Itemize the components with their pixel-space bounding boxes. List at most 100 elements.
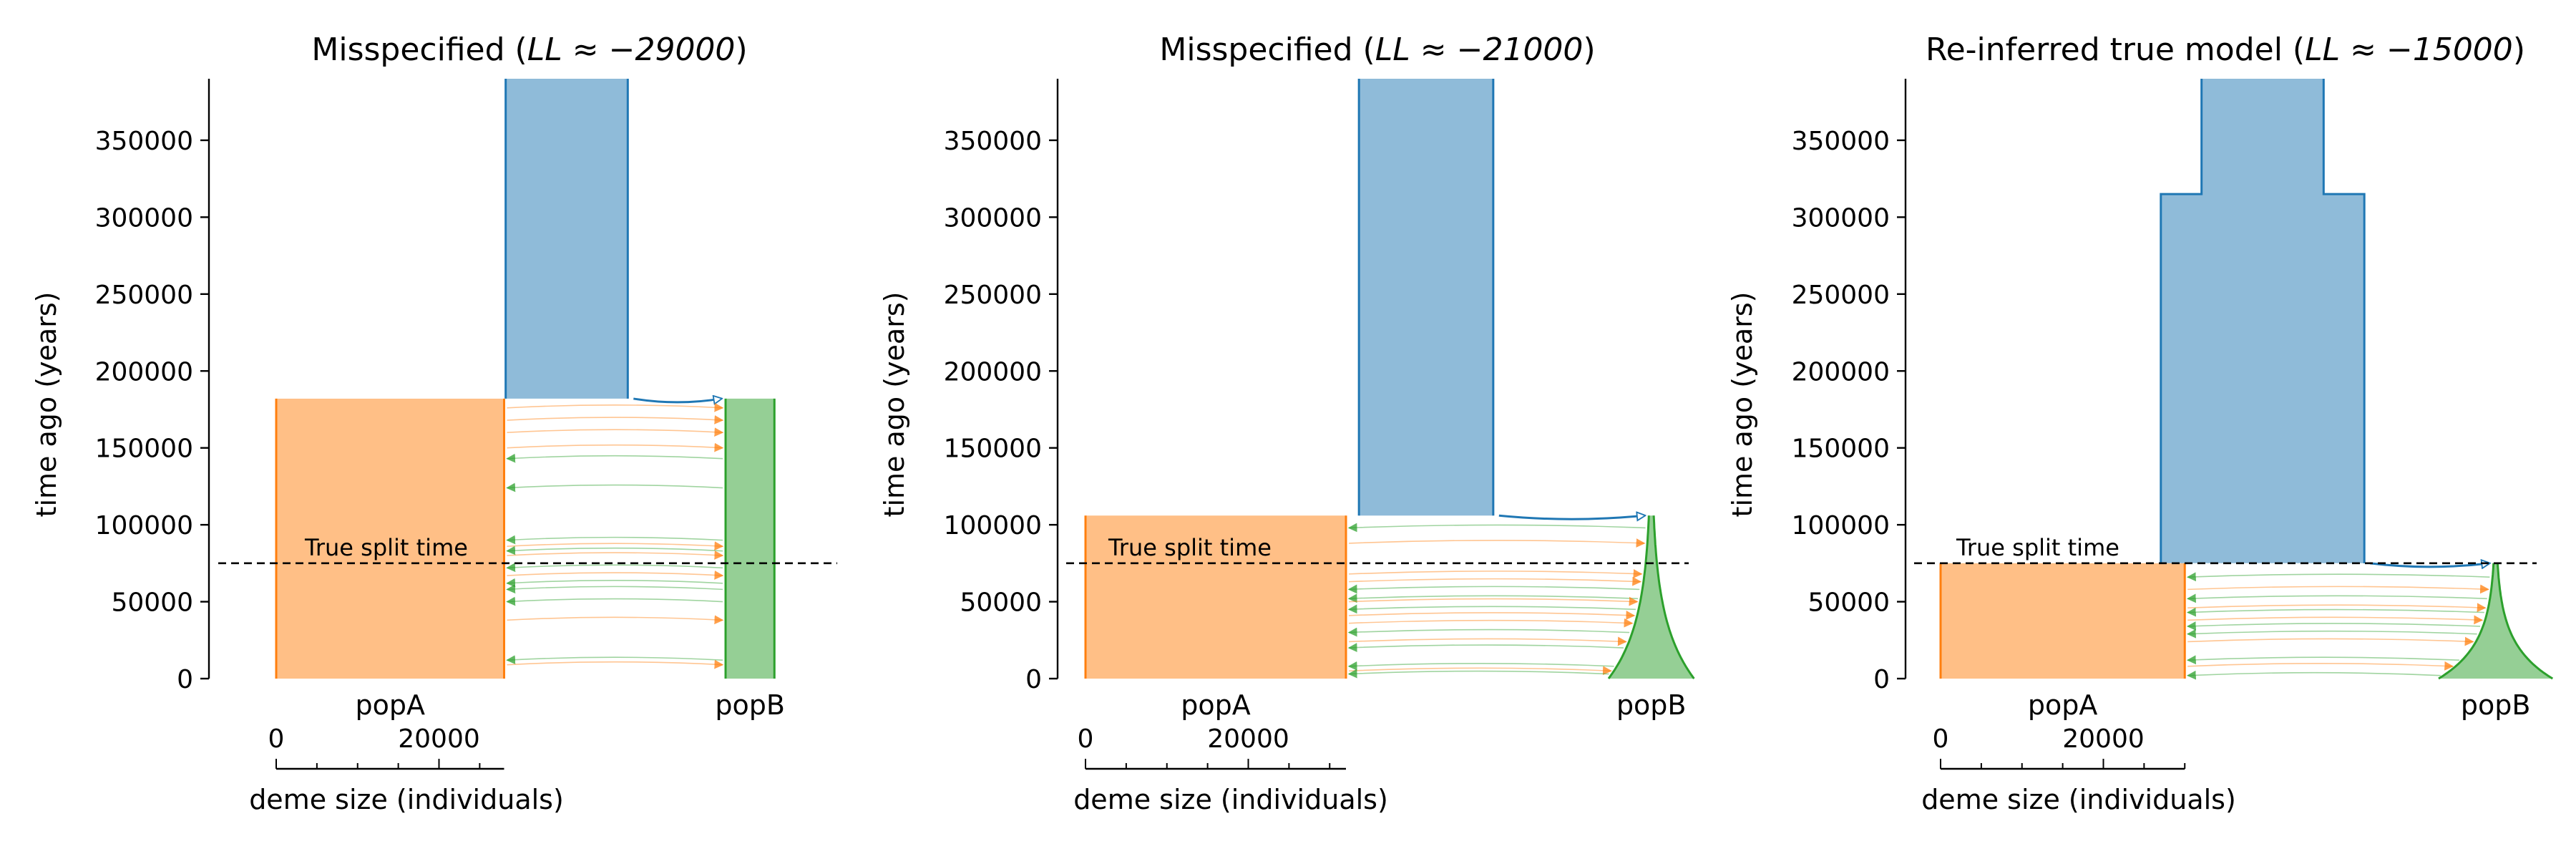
panel-1: Misspecified (LL ≈ −29000) time ago (yea… xyxy=(31,31,837,815)
panel-2-ytick-5: 250000 xyxy=(944,281,1042,310)
migration-line xyxy=(1348,569,1643,578)
panel-2-axes xyxy=(1049,79,1346,770)
migration-line xyxy=(1348,576,1642,586)
panel-1-axes xyxy=(200,79,504,770)
panel-2-ytick-0: 0 xyxy=(1025,665,1042,694)
panel-1-size-tick-0: 0 xyxy=(268,724,285,754)
panel-2-ytick-3: 150000 xyxy=(944,435,1042,464)
deme-ancestor xyxy=(2160,79,2365,563)
panel-3-deme-label-popB: popB xyxy=(2461,689,2531,721)
migration-line xyxy=(1347,661,1614,671)
migration-line xyxy=(2186,670,2441,680)
migration-line xyxy=(506,584,723,594)
panel-3-ytick-0: 0 xyxy=(1873,665,1890,694)
deme-ancestor xyxy=(1359,79,1493,516)
migration-line xyxy=(2187,603,2487,613)
deme-ancestor xyxy=(505,79,628,399)
panel-1-ytick-4: 200000 xyxy=(95,357,193,387)
panel-1-yticks: 0 50000 100000 150000 200000 250000 3000… xyxy=(95,127,193,694)
panel-3-size-tick-1: 20000 xyxy=(2062,724,2145,754)
migration-line xyxy=(2187,661,2454,671)
panel-3-title-math: LL ≈ −15000 xyxy=(2305,31,2513,68)
migration-line xyxy=(506,655,723,664)
panel-1-title-math: LL ≈ −29000 xyxy=(527,31,736,68)
migration-line xyxy=(507,659,724,669)
migration-line xyxy=(507,427,724,437)
migration-line xyxy=(2186,572,2490,582)
migrations xyxy=(2186,572,2490,680)
migration-line xyxy=(506,453,723,463)
deme-popB xyxy=(726,398,775,679)
migration-line xyxy=(1347,643,1624,652)
panel-1-ytick-1: 50000 xyxy=(111,588,193,618)
panel-2-size-tick-0: 0 xyxy=(1078,724,1094,754)
panel-3-split-label: True split time xyxy=(1956,534,2119,561)
migration-line xyxy=(2186,607,2484,617)
migration-line xyxy=(1347,593,1639,603)
panel-1-ytick-7: 350000 xyxy=(95,127,193,156)
migration-line xyxy=(507,615,724,625)
panel-2-title: Misspecified (LL ≈ −21000) xyxy=(1159,31,1595,68)
migration-line xyxy=(2187,615,2484,625)
panel-1-deme-label-popA: popA xyxy=(356,689,426,721)
panel-2-size-ticks: 0 20000 xyxy=(1078,724,1289,754)
migration-line xyxy=(1347,523,1646,533)
migration-line xyxy=(507,442,724,452)
panel-1-ytick-6: 300000 xyxy=(95,203,193,233)
migration-line xyxy=(506,596,723,606)
panel-2-split-label: True split time xyxy=(1108,534,1272,561)
migration-line xyxy=(2186,655,2459,665)
deme-popB-edge xyxy=(2438,563,2554,680)
panel-3-ylabel: time ago (years) xyxy=(1727,292,1758,518)
migration-line xyxy=(1347,627,1630,637)
deme-popB-edge xyxy=(724,398,776,679)
panel-1-size-tick-1: 20000 xyxy=(398,724,480,754)
panel-2-ytick-2: 100000 xyxy=(944,511,1042,540)
panel-3-ytick-2: 100000 xyxy=(1792,511,1890,540)
panel-3-yticks: 0 50000 100000 150000 200000 250000 3000… xyxy=(1792,127,1890,694)
ancestry-arrow xyxy=(2370,563,2489,567)
panel-2-ytick-4: 200000 xyxy=(944,357,1042,387)
panel-2-yticks: 0 50000 100000 150000 200000 250000 3000… xyxy=(944,127,1042,694)
migration-line xyxy=(507,571,724,580)
migrations xyxy=(506,402,724,669)
panel-3-ytick-4: 200000 xyxy=(1792,357,1890,387)
panel-2-xlabel: deme size (individuals) xyxy=(1073,784,1388,815)
panel-1-ytick-3: 150000 xyxy=(95,435,193,464)
ancestry-arrow xyxy=(1498,515,1644,519)
migration-line xyxy=(506,563,723,573)
panel-3: Re-inferred true model (LL ≈ −15000) tim… xyxy=(1727,31,2554,815)
migration-line xyxy=(1348,538,1646,548)
panel-1-size-ticks: 0 20000 xyxy=(268,724,480,754)
panel-2-ytick-7: 350000 xyxy=(944,127,1042,156)
deme-ancestor-edge xyxy=(504,79,629,399)
panel-1-title: Misspecified (LL ≈ −29000) xyxy=(311,31,747,68)
panel-2-deme-label-popA: popA xyxy=(1181,689,1251,721)
panel-1-xlabel: deme size (individuals) xyxy=(249,784,564,815)
migration-line xyxy=(506,482,723,492)
deme-ancestor-edge xyxy=(1357,79,1495,516)
panel-1-marks xyxy=(275,79,776,679)
panel-3-title: Re-inferred true model (LL ≈ −15000) xyxy=(1926,31,2525,68)
deme-popB-edge xyxy=(1607,515,1695,679)
deme-popA xyxy=(1085,515,1346,679)
panel-2-title-math: LL ≈ −21000 xyxy=(1375,31,1584,68)
migration-line xyxy=(1348,636,1627,646)
panel-1-ytick-0: 0 xyxy=(177,665,193,694)
panel-3-axes xyxy=(1897,79,2186,770)
migration-line xyxy=(506,578,723,588)
panel-2-size-tick-1: 20000 xyxy=(1207,724,1289,754)
ancestry-arrow xyxy=(633,399,721,402)
migration-line xyxy=(507,402,724,412)
migration-line xyxy=(1348,611,1636,620)
panel-2-ytick-6: 300000 xyxy=(944,203,1042,233)
migration-line xyxy=(1348,596,1639,606)
deme-popB xyxy=(1609,515,1694,679)
migration-line xyxy=(506,535,723,545)
panel-3-xlabel: deme size (individuals) xyxy=(1921,784,2236,815)
panel-3-ytick-6: 300000 xyxy=(1792,203,1890,233)
panel-1-ytick-2: 100000 xyxy=(95,511,193,540)
deme-ancestor-edge xyxy=(2160,79,2366,563)
panel-2: Misspecified (LL ≈ −21000) time ago (yea… xyxy=(879,31,1695,815)
